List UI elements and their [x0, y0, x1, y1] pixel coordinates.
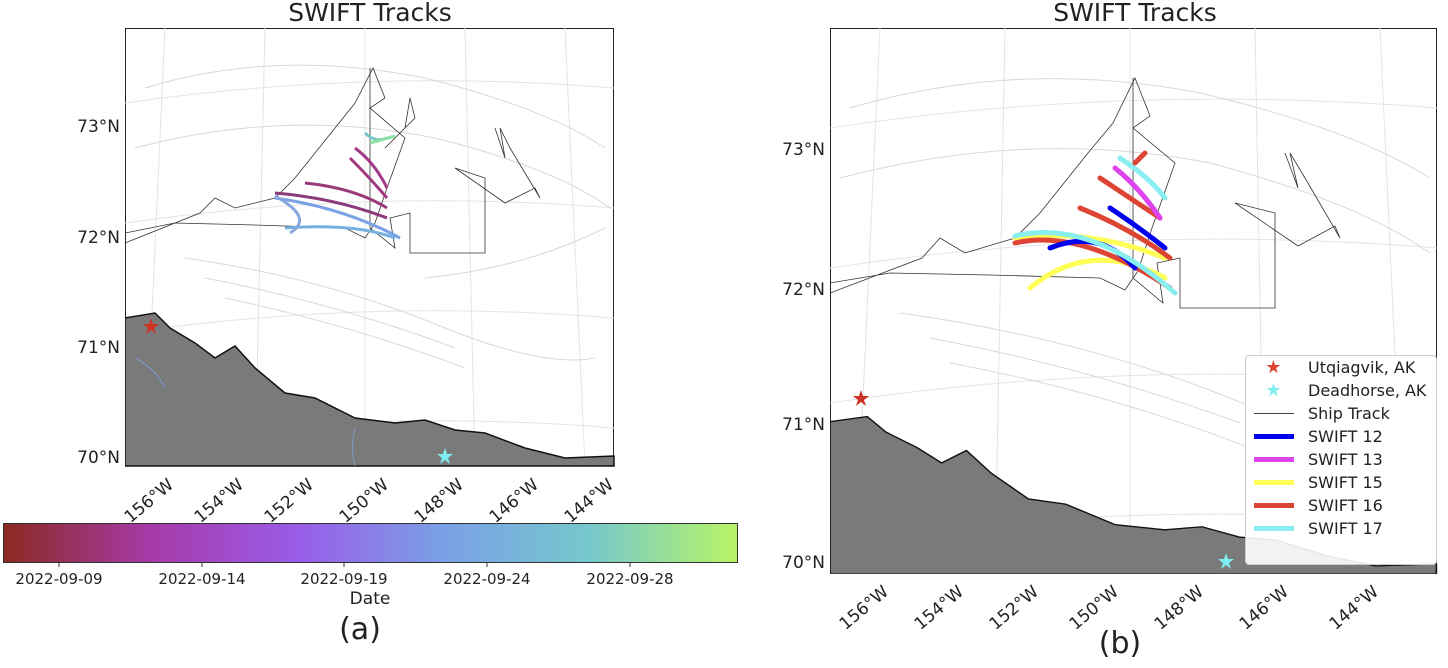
lon-label: 152°W	[985, 582, 1043, 635]
legend-label: SWIFT 12	[1308, 427, 1383, 446]
lon-label: 156°W	[835, 582, 893, 635]
panel-b-title: SWIFT Tracks	[1053, 0, 1217, 27]
lat-label: 73°N	[782, 140, 825, 160]
legend-symbol	[1251, 457, 1296, 462]
date-colorbar	[3, 523, 738, 563]
lat-label: 72°N	[782, 280, 825, 300]
colorbar-tick: 2022-09-24	[443, 570, 531, 588]
lon-label: 154°W	[910, 582, 968, 635]
map-legend: ★ Utqiagvik, AK ★ Deadhorse, AK Ship Track SW…	[1245, 355, 1437, 565]
legend-symbol	[1251, 434, 1296, 439]
legend-item: SWIFT 12	[1246, 425, 1436, 448]
alaska-coastline	[125, 312, 615, 467]
legend-line-swatch	[1253, 413, 1294, 414]
legend-symbol	[1251, 480, 1296, 485]
legend-label: SWIFT 15	[1308, 473, 1383, 492]
lat-label: 71°N	[77, 338, 120, 358]
legend-item: SWIFT 13	[1246, 448, 1436, 471]
colorbar-tick: 2022-09-19	[300, 570, 388, 588]
legend-label: Deadhorse, AK	[1308, 381, 1427, 400]
deadhorse-star-icon	[1218, 553, 1234, 569]
legend-line-swatch	[1253, 526, 1294, 531]
lat-label: 71°N	[782, 415, 825, 435]
deadhorse-star-icon	[437, 448, 453, 464]
colorbar-tick: 2022-09-09	[15, 570, 103, 588]
lat-label: 70°N	[782, 553, 825, 573]
legend-label: SWIFT 16	[1308, 496, 1383, 515]
legend-symbol	[1251, 526, 1296, 531]
legend-item: ★ Utqiagvik, AK	[1246, 356, 1436, 379]
legend-label: Utqiagvik, AK	[1308, 358, 1416, 377]
star-icon: ★	[1265, 357, 1282, 378]
legend-item: Ship Track	[1246, 402, 1436, 425]
legend-item: ★ Deadhorse, AK	[1246, 379, 1436, 402]
colorbar-label: Date	[349, 589, 391, 609]
swift-tracks-colored-by-date	[274, 131, 401, 240]
legend-line-swatch	[1253, 457, 1294, 462]
panel-a-map	[125, 28, 615, 467]
legend-label: SWIFT 13	[1308, 450, 1383, 469]
river	[134, 357, 166, 389]
legend-label: SWIFT 17	[1308, 519, 1383, 538]
legend-label: Ship Track	[1308, 404, 1390, 423]
legend-item: SWIFT 15	[1246, 471, 1436, 494]
panel-a-title: SWIFT Tracks	[288, 0, 452, 27]
legend-item: SWIFT 17	[1246, 517, 1436, 540]
colorbar-ticks	[58, 562, 631, 567]
colorbar-tick: 2022-09-14	[158, 570, 246, 588]
utqiagvik-star-icon	[143, 318, 159, 334]
legend-symbol	[1251, 413, 1296, 414]
lat-label: 70°N	[77, 448, 120, 468]
legend-line-swatch	[1253, 434, 1294, 439]
star-icon: ★	[1265, 380, 1282, 401]
lon-label: 146°W	[1235, 582, 1293, 635]
legend-line-swatch	[1253, 480, 1294, 485]
panel-b-caption: (b)	[1098, 626, 1142, 661]
legend-item: SWIFT 16	[1246, 494, 1436, 517]
legend-line-swatch	[1253, 503, 1294, 508]
lon-label: 144°W	[1325, 582, 1383, 635]
lat-label: 72°N	[77, 228, 120, 248]
bathymetry-contours	[134, 64, 611, 369]
panel-a-caption: (a)	[339, 612, 381, 647]
river	[352, 427, 356, 467]
lat-label: 73°N	[77, 117, 120, 137]
utqiagvik-star-icon	[853, 390, 869, 406]
legend-symbol	[1251, 503, 1296, 508]
colorbar-tick: 2022-09-28	[586, 570, 674, 588]
lon-label: 148°W	[1150, 582, 1208, 635]
swift-tracks	[1012, 150, 1178, 296]
